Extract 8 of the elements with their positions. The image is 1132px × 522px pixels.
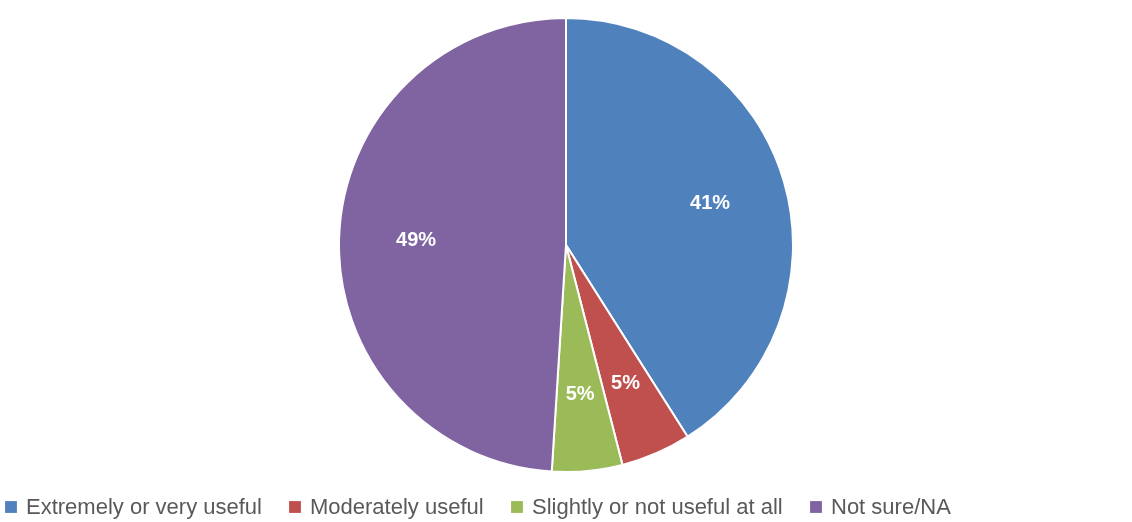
data-label: 5%: [565, 382, 595, 405]
legend-label: Slightly or not useful at all: [532, 494, 783, 519]
data-label: 41%: [690, 191, 731, 214]
legend-label: Extremely or very useful: [26, 494, 262, 519]
legend-label: Moderately useful: [310, 494, 484, 519]
legend-label: Not sure/NA: [831, 494, 952, 519]
data-label: 49%: [396, 228, 437, 251]
data-label: 5%: [611, 370, 641, 393]
